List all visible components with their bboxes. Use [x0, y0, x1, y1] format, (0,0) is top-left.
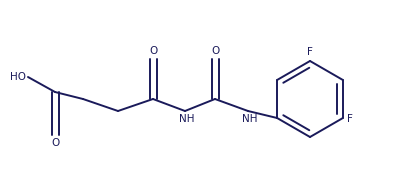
- Text: O: O: [149, 46, 157, 56]
- Text: O: O: [211, 46, 219, 56]
- Text: NH: NH: [242, 114, 258, 124]
- Text: O: O: [51, 138, 59, 148]
- Text: F: F: [307, 47, 313, 57]
- Text: NH: NH: [179, 114, 195, 124]
- Text: HO: HO: [10, 72, 26, 82]
- Text: F: F: [347, 114, 353, 124]
